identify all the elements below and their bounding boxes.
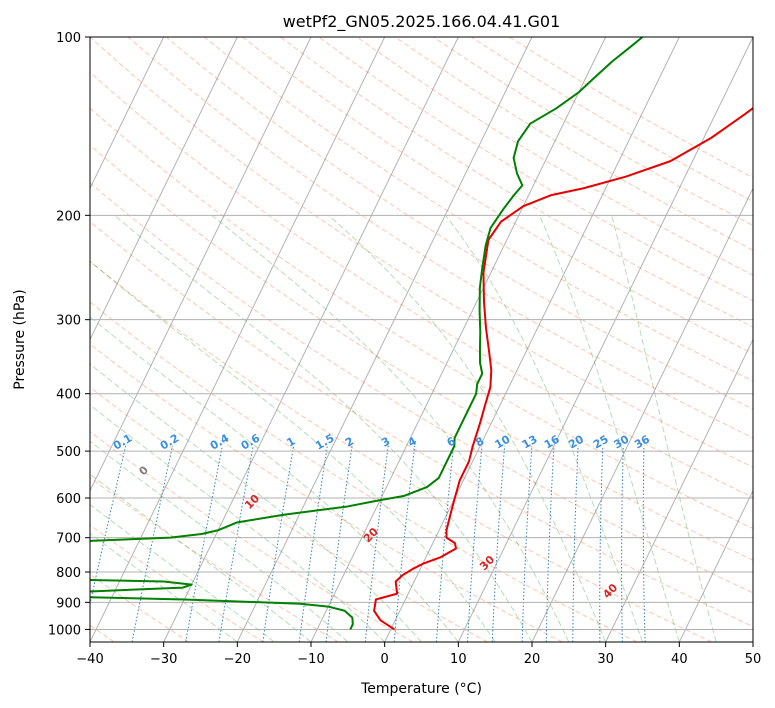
- moist-adiabat-line: [328, 214, 607, 642]
- mixing-ratio-line: [572, 445, 579, 642]
- dewpoint-line: [90, 37, 644, 630]
- mixing-ratio-line: [435, 445, 455, 642]
- dry-adiabats: [90, 37, 753, 642]
- mixing-ratio-line: [545, 445, 555, 642]
- mixing-ratio-line: [90, 445, 127, 607]
- x-axis-label: Temperature (°C): [360, 681, 482, 697]
- moist-adiabat-line: [445, 215, 643, 642]
- mixing-ratio-line: [185, 445, 223, 642]
- x-tick-label: 40: [671, 652, 688, 667]
- isotherm-line: [457, 37, 753, 642]
- dry-adiabat-line: [90, 220, 753, 628]
- mixing-ratio-line: [262, 445, 295, 642]
- moist-adiabat-line: [90, 404, 386, 642]
- dry-adiabat-line: [90, 182, 753, 594]
- isotherm-line: [90, 37, 238, 341]
- mixing-ratio-line: [131, 445, 173, 642]
- moist-adiabat-line: [90, 260, 496, 642]
- dry-adiabat-line: [204, 37, 753, 382]
- isotherm-line: [310, 37, 607, 642]
- y-tick-label: 300: [56, 314, 81, 329]
- isotherms: [90, 37, 753, 642]
- y-tick-label: 900: [56, 596, 81, 611]
- series: [90, 37, 753, 631]
- mixing-ratio-line: [467, 445, 483, 642]
- dry-adiabat-line: [127, 37, 753, 439]
- x-axis-ticks: −40 −30 −20 −10 0 10 20 30 40 50: [76, 642, 761, 667]
- x-tick-label: −30: [150, 652, 177, 667]
- y-axis-label: Pressure (hPa): [12, 289, 28, 389]
- isotherm-line: [90, 37, 386, 642]
- moist-adiabat-line: [114, 214, 533, 642]
- dry-adiabat-line: [90, 260, 712, 642]
- chart-title: wetPf2_GN05.2025.166.04.41.G01: [283, 12, 561, 32]
- y-tick-label: 600: [56, 492, 81, 507]
- isotherm-line: [678, 489, 753, 642]
- plot-frame: [89, 36, 754, 643]
- mixing-ratio-line: [599, 445, 604, 642]
- moist-adiabat-line: [539, 215, 680, 642]
- temperature-line: [373, 106, 753, 631]
- plot-area: 0.10.20.40.611.52346810131620253036-100-…: [90, 37, 753, 642]
- x-tick-label: 0: [381, 652, 389, 667]
- y-tick-label: 800: [56, 566, 81, 581]
- dry-adiabat-line: [90, 107, 753, 529]
- mixing-ratio-line: [491, 445, 506, 642]
- pressure-gridlines: [90, 37, 753, 630]
- x-tick-label: 30: [597, 652, 614, 667]
- isotherm-line: [163, 37, 459, 642]
- x-tick-label: −10: [297, 652, 324, 667]
- x-tick-label: −40: [76, 652, 103, 667]
- mixing-ratio-lines: [90, 445, 646, 642]
- isotherm-line: [384, 37, 680, 642]
- isotherm-line: [90, 37, 165, 190]
- isotherm-line: [90, 37, 312, 492]
- y-tick-label: 500: [56, 445, 81, 460]
- mixing-ratio-line: [642, 445, 646, 642]
- dry-adiabat-line: [90, 573, 190, 642]
- isotherm-line: [531, 187, 753, 642]
- dry-adiabat-line: [90, 144, 753, 561]
- isotherm-line: [605, 338, 753, 642]
- moist-adiabat-line: [611, 215, 717, 642]
- x-tick-label: −20: [224, 652, 251, 667]
- y-axis-ticks: 100 200 300 400 500 600 700 800 900 1000: [48, 31, 90, 638]
- y-tick-label: 700: [56, 532, 81, 547]
- y-tick-label: 200: [56, 209, 81, 224]
- y-tick-label: 1000: [48, 623, 81, 638]
- dry-adiabat-line: [90, 301, 638, 642]
- dry-adiabat-line: [165, 37, 753, 410]
- mixing-ratio-line: [621, 445, 624, 642]
- mixing-ratio-line: [298, 445, 328, 642]
- y-tick-label: 100: [56, 31, 81, 46]
- mixing-ratio-line: [521, 445, 533, 642]
- dry-adiabat-line: [90, 71, 753, 499]
- dry-adiabat-line: [90, 343, 563, 642]
- x-tick-label: 10: [450, 652, 467, 667]
- y-tick-label: 400: [56, 388, 81, 403]
- x-tick-label: 20: [524, 652, 541, 667]
- mixing-ratio-line: [218, 445, 254, 642]
- isotherm-line: [236, 37, 533, 642]
- moist-adiabat-line: [90, 473, 312, 642]
- dry-adiabat-line: [318, 37, 753, 302]
- x-tick-label: 50: [745, 652, 762, 667]
